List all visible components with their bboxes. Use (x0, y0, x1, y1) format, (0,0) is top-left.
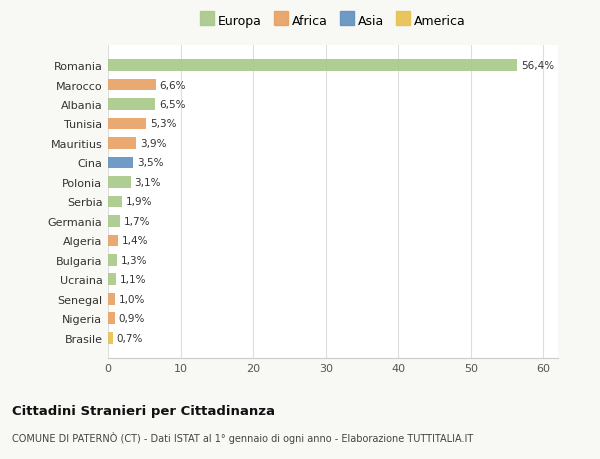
Bar (108, 79, 156, 91)
Text: 5,3%: 5,3% (150, 119, 176, 129)
Bar (108, 313, 115, 325)
Bar (108, 274, 116, 285)
Bar (108, 138, 136, 150)
Bar (108, 118, 146, 130)
Text: 3,1%: 3,1% (134, 178, 161, 188)
Text: 1,0%: 1,0% (119, 294, 145, 304)
Bar (108, 332, 113, 344)
Text: 1,9%: 1,9% (125, 197, 152, 207)
Text: COMUNE DI PATERNÒ (CT) - Dati ISTAT al 1° gennaio di ogni anno - Elaborazione TU: COMUNE DI PATERNÒ (CT) - Dati ISTAT al 1… (12, 431, 473, 443)
Legend: Europa, Africa, Asia, America: Europa, Africa, Asia, America (200, 15, 466, 28)
Bar (108, 177, 131, 188)
Text: 0,9%: 0,9% (118, 313, 145, 324)
Text: 0,7%: 0,7% (117, 333, 143, 343)
Bar (108, 196, 122, 208)
Text: 56,4%: 56,4% (521, 61, 554, 71)
Text: 1,3%: 1,3% (121, 255, 148, 265)
Bar (108, 157, 133, 169)
Bar (108, 60, 517, 72)
Bar (108, 216, 121, 227)
Text: 1,7%: 1,7% (124, 216, 151, 226)
Text: Cittadini Stranieri per Cittadinanza: Cittadini Stranieri per Cittadinanza (12, 404, 275, 417)
Bar (108, 293, 115, 305)
Text: 3,5%: 3,5% (137, 158, 164, 168)
Text: 6,6%: 6,6% (160, 80, 186, 90)
Text: 6,5%: 6,5% (159, 100, 185, 110)
Text: 1,4%: 1,4% (122, 236, 148, 246)
Bar (108, 235, 118, 246)
Bar (108, 99, 155, 111)
Text: 1,1%: 1,1% (119, 274, 146, 285)
Text: 3,9%: 3,9% (140, 139, 166, 149)
Bar (108, 254, 118, 266)
